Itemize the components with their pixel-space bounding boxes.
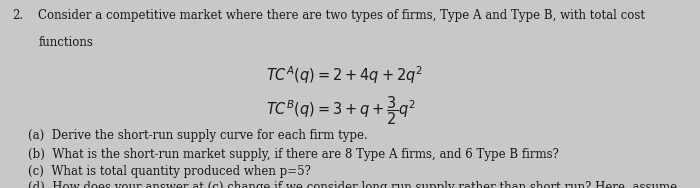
- Text: (d)  How does your answer at (c) change if we consider long run supply rather th: (d) How does your answer at (c) change i…: [28, 181, 677, 188]
- Text: $TC^A(q) = 2 + 4q + 2q^2$: $TC^A(q) = 2 + 4q + 2q^2$: [266, 64, 423, 86]
- Text: 2.: 2.: [13, 9, 24, 22]
- Text: $TC^B(q) = 3 + q + \dfrac{3}{2}q^2$: $TC^B(q) = 3 + q + \dfrac{3}{2}q^2$: [266, 94, 416, 127]
- Text: functions: functions: [38, 36, 93, 49]
- Text: (b)  What is the short-run market supply, if there are 8 Type A firms, and 6 Typ: (b) What is the short-run market supply,…: [28, 148, 559, 161]
- Text: (c)  What is total quantity produced when p=5?: (c) What is total quantity produced when…: [28, 164, 311, 177]
- Text: Consider a competitive market where there are two types of firms, Type A and Typ: Consider a competitive market where ther…: [38, 9, 645, 22]
- Text: (a)  Derive the short-run supply curve for each firm type.: (a) Derive the short-run supply curve fo…: [28, 129, 368, 142]
